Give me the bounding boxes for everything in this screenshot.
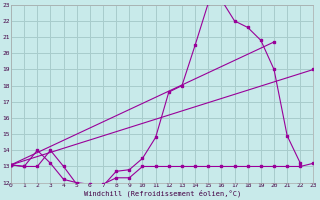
X-axis label: Windchill (Refroidissement éolien,°C): Windchill (Refroidissement éolien,°C) [84, 190, 241, 197]
